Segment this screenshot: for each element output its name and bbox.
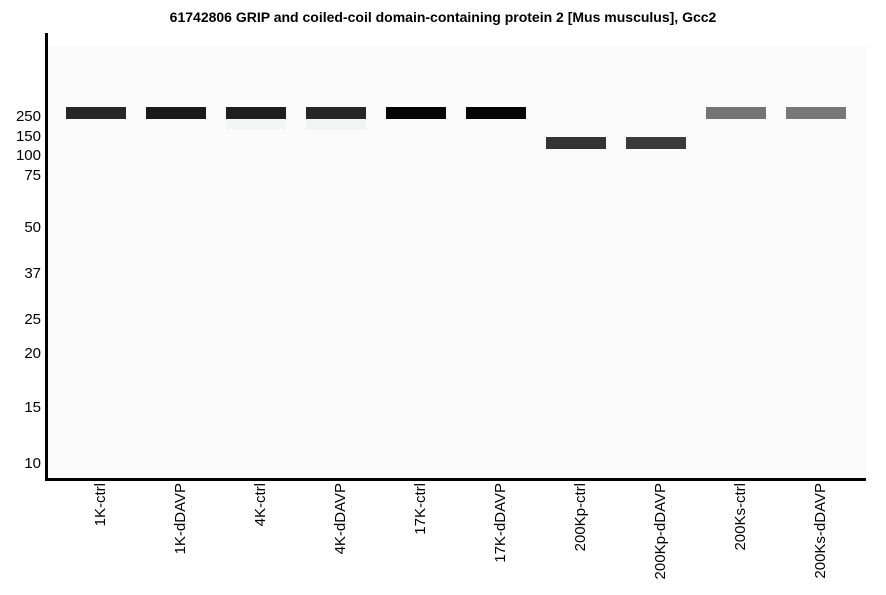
lane-label-200Kp-ctrl: 200Kp-ctrl (572, 483, 589, 552)
y-tick-label-37: 37 (24, 265, 41, 282)
y-tick-label-25: 25 (24, 311, 41, 328)
x-axis-line (45, 478, 866, 481)
blot-band-200Kp-dDAVP-130kda (626, 137, 686, 149)
blot-band-4K-dDAVP-260kda (306, 107, 366, 119)
blot-band-200Ks-ctrl-260kda (706, 107, 766, 119)
lane-label-200Kp-dDAVP: 200Kp-dDAVP (652, 483, 669, 580)
lane-label-4K-ctrl: 4K-ctrl (252, 483, 269, 527)
blot-band-1K-ctrl-260kda (66, 107, 126, 119)
y-tick-label-10: 10 (24, 455, 41, 472)
lane-label-200Ks-ctrl: 200Ks-ctrl (732, 483, 749, 551)
blot-band-200Kp-ctrl-130kda (546, 137, 606, 149)
y-tick-label-250: 250 (15, 108, 41, 125)
blot-band-200Ks-dDAVP-260kda (786, 107, 846, 119)
lane-label-4K-dDAVP: 4K-dDAVP (332, 483, 349, 555)
blot-band-4K-dDAVP-225kda (306, 119, 366, 130)
blot-band-17K-dDAVP-260kda (466, 107, 526, 119)
y-tick-label-75: 75 (24, 167, 41, 184)
y-axis-line (45, 33, 48, 481)
lane-label-1K-dDAVP: 1K-dDAVP (172, 483, 189, 555)
lane-label-17K-dDAVP: 17K-dDAVP (492, 483, 509, 563)
blot-band-4K-ctrl-260kda (226, 107, 286, 119)
lane-label-200Ks-dDAVP: 200Ks-dDAVP (812, 483, 829, 579)
lane-label-1K-ctrl: 1K-ctrl (92, 483, 109, 527)
y-tick-label-20: 20 (24, 345, 41, 362)
blot-band-4K-ctrl-225kda (226, 119, 286, 130)
lane-label-17K-ctrl: 17K-ctrl (412, 483, 429, 535)
y-tick-label-50: 50 (24, 219, 41, 236)
chart-title: 61742806 GRIP and coiled-coil domain-con… (169, 9, 717, 25)
blot-band-17K-ctrl-260kda (386, 107, 446, 119)
y-tick-label-15: 15 (24, 399, 41, 416)
y-tick-label-100: 100 (15, 147, 41, 164)
y-tick-label-150: 150 (15, 128, 41, 145)
blot-band-1K-dDAVP-260kda (146, 107, 206, 119)
